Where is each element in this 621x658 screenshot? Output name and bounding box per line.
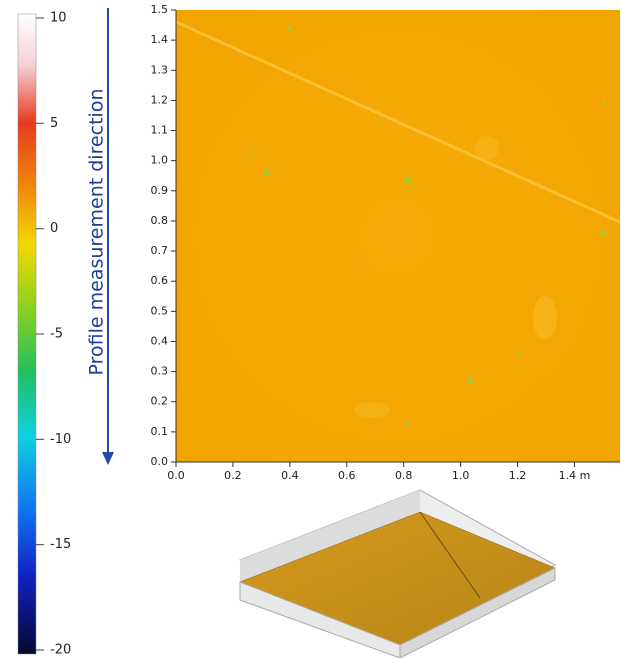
- y-tick-label: 0.5: [151, 304, 169, 317]
- specks: [248, 26, 606, 425]
- tick-label: -15: [50, 537, 71, 552]
- colorbar: Profile measurement direction 10 5 0 -5 -10 -…: [17, 8, 114, 658]
- y-tick-label: 0.8: [151, 214, 169, 227]
- x-tick-label: 1.0: [452, 469, 470, 482]
- x-tick-label: 0.4: [281, 469, 299, 482]
- y-tick-label: 0.4: [151, 334, 169, 347]
- y-tick-label: 1.1: [151, 124, 169, 137]
- y-tick-label: 1.0: [151, 154, 169, 167]
- y-tick-label: 1.2: [151, 93, 169, 106]
- colorbar-gradient: [17, 13, 37, 655]
- scratch: [175, 20, 621, 224]
- y-tick-label: 0.3: [151, 365, 169, 378]
- wall: [240, 490, 420, 582]
- y-tick-label: 1.4: [151, 33, 169, 46]
- tick-label: -10: [50, 432, 71, 447]
- y-tick-label: 1.3: [151, 63, 169, 76]
- x-tick-label: 0.0: [167, 469, 185, 482]
- x-tick-label: 0.6: [338, 469, 356, 482]
- y-tick-label: 1.5: [151, 3, 169, 16]
- side: [399, 567, 556, 658]
- surface-3d: [238, 489, 557, 658]
- y-tick-label: 0.0: [151, 455, 169, 468]
- y-tick-label: 0.1: [151, 425, 169, 438]
- blob: [354, 402, 390, 418]
- tick-label: 0: [50, 221, 58, 236]
- x-tick-label: 1.4 m: [559, 469, 591, 482]
- surface: [239, 511, 556, 646]
- tick-label: -5: [50, 327, 63, 342]
- y-tick-label: 0.2: [151, 395, 169, 408]
- tick-label: 10: [50, 11, 67, 26]
- blob: [475, 136, 499, 160]
- arrow-head: [102, 452, 114, 465]
- x-tick-label: 0.2: [224, 469, 242, 482]
- annotation: Profile measurement direction: [86, 89, 108, 376]
- x-tick-label: 0.8: [395, 469, 413, 482]
- y-tick-label: 0.7: [151, 244, 169, 257]
- y-tick-label: 0.9: [151, 184, 169, 197]
- scratch-3d: [419, 511, 481, 599]
- height-map: 0.0 0.2 0.4 0.6 0.8 1.0 1.2 1.4 m 0.0 0.1 0.2 0.3 0.…: [151, 3, 621, 482]
- y-tick-label: 0.6: [151, 274, 169, 287]
- tick-label: 5: [50, 116, 58, 131]
- map-image: [176, 10, 620, 462]
- side: [239, 581, 401, 658]
- tick-label: -20: [50, 643, 71, 658]
- x-tick-label: 1.2: [509, 469, 527, 482]
- blob: [533, 296, 557, 340]
